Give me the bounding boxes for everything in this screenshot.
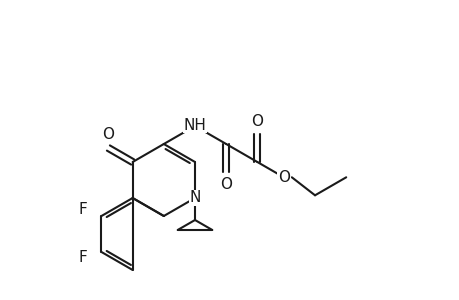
Text: F: F bbox=[78, 250, 87, 266]
Text: N: N bbox=[189, 190, 200, 206]
Text: O: O bbox=[102, 127, 114, 142]
Text: F: F bbox=[78, 202, 87, 217]
Text: O: O bbox=[277, 170, 289, 185]
Text: NH: NH bbox=[183, 118, 206, 133]
Text: O: O bbox=[220, 177, 232, 192]
Text: O: O bbox=[251, 114, 263, 129]
